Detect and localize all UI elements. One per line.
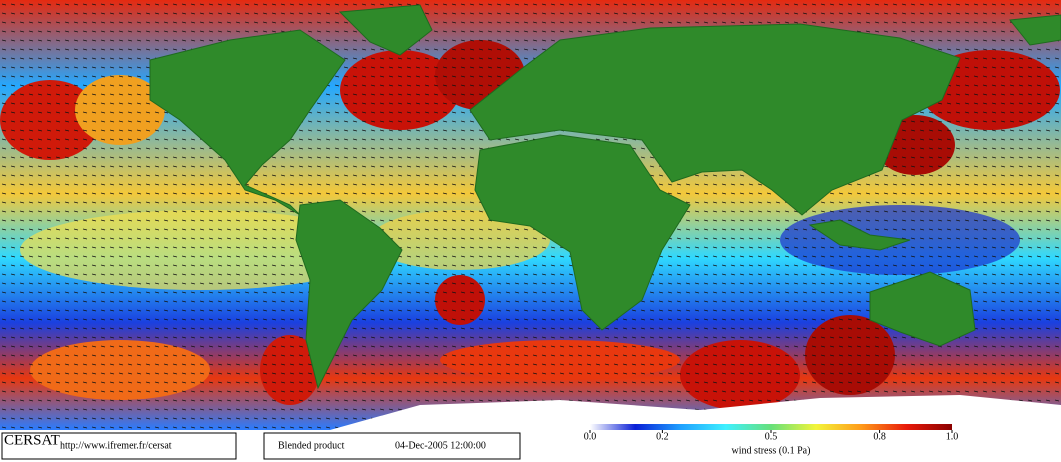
colorbar-tick-label: 1.0 [946, 431, 959, 442]
logo: CERSAT [4, 432, 60, 448]
colorbar-tick-label: 0.2 [656, 431, 669, 442]
land [149, 4, 1061, 390]
footer-box [263, 432, 521, 460]
antarctica [330, 395, 1061, 430]
datetime: 04-Dec-2005 12:00:00 [395, 440, 486, 451]
url: http://www.ifremer.fr/cersat [60, 440, 172, 451]
colorbar-tick-label: 0.0 [584, 431, 597, 442]
product: Blended product [278, 440, 345, 451]
colorbar-label: wind stress (0.1 Pa) [732, 445, 811, 456]
colorbar-tick-label: 0.5 [765, 431, 778, 442]
colorbar-tick-label: 0.8 [873, 431, 886, 442]
footer-bar [0, 430, 1061, 462]
colorbar [590, 424, 952, 430]
footer-box [1, 432, 237, 460]
